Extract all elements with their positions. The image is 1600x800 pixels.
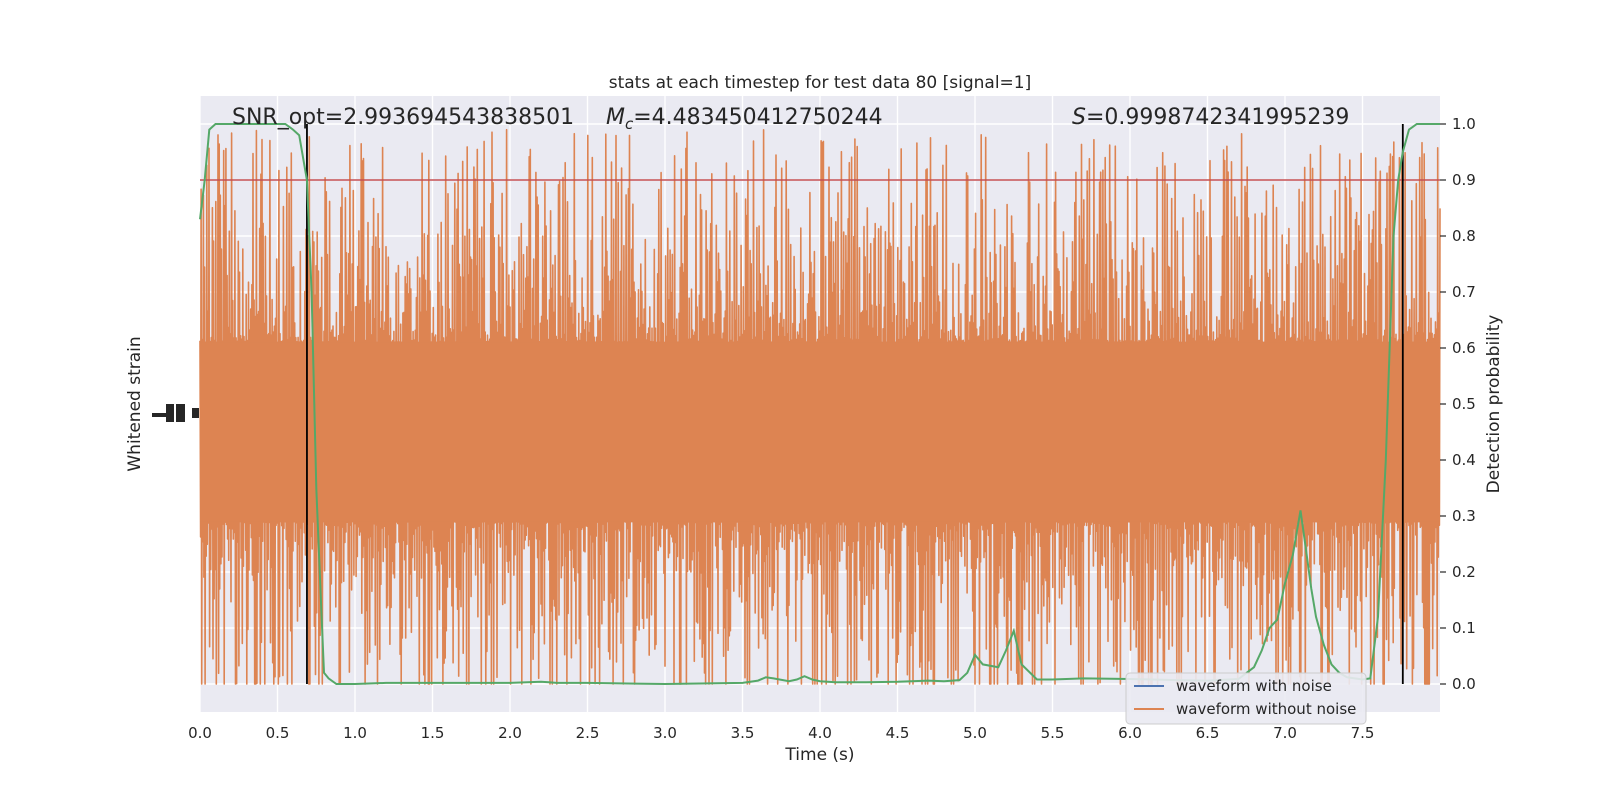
legend-box — [1125, 672, 1367, 725]
x-tick-label-15: 7.5 — [1351, 724, 1375, 742]
y-axis-label-left: Whitened strain — [125, 336, 145, 471]
x-tick-label-13: 6.5 — [1196, 724, 1220, 742]
legend-label-without-noise: waveform without noise — [1176, 700, 1356, 718]
x-tick-label-3: 1.5 — [421, 724, 445, 742]
y-tick-label-5: 0.5 — [1452, 395, 1476, 413]
x-tick-label-8: 4.0 — [808, 724, 832, 742]
strain-series — [199, 128, 1441, 685]
y-tick-label-6: 0.6 — [1452, 339, 1476, 357]
y-axis-label-right: Detection probability — [1484, 315, 1504, 494]
chart-title: stats at each timestep for test data 80 … — [609, 73, 1032, 93]
legend-label-with-noise: waveform with noise — [1176, 677, 1332, 695]
x-axis-label: Time (s) — [784, 745, 854, 765]
strain-core-band — [200, 342, 1440, 522]
x-tick-label-12: 6.0 — [1118, 724, 1142, 742]
x-ticks: 0.0 0.5 1.0 1.5 2.0 2.5 3.0 3.5 4.0 4.5 5.0 5.5 6.0 6… — [188, 724, 1374, 742]
vertical-lines — [306, 124, 1404, 684]
x-tick-label-2: 1.0 — [343, 724, 367, 742]
snr-annotation: SNR_opt=2.993694543838501 — [232, 105, 574, 130]
y-tick-label-9: 0.9 — [1452, 171, 1476, 189]
y-tick-label-4: 0.4 — [1452, 451, 1476, 469]
y-tick-label-8: 0.8 — [1452, 227, 1476, 245]
legend: waveform with noise waveform without noi… — [1125, 672, 1367, 725]
x-tick-label-11: 5.5 — [1041, 724, 1065, 742]
x-tick-label-1: 0.5 — [266, 724, 290, 742]
x-tick-label-10: 5.0 — [963, 724, 987, 742]
x-tick-label-4: 2.0 — [498, 724, 522, 742]
y-tick-label-1: 0.1 — [1452, 619, 1476, 637]
x-tick-label-9: 4.5 — [886, 724, 910, 742]
x-tick-label-7: 3.5 — [731, 724, 755, 742]
left-axis-overlap-marks — [152, 404, 199, 422]
y-tick-label-0: 0.0 — [1452, 675, 1476, 693]
x-tick-label-6: 3.0 — [653, 724, 677, 742]
y-tick-label-7: 0.7 — [1452, 283, 1476, 301]
x-tick-label-14: 7.0 — [1273, 724, 1297, 742]
y-tick-label-3: 0.3 — [1452, 507, 1476, 525]
y-tick-label-10: 1.0 — [1452, 115, 1476, 133]
x-tick-label-5: 2.5 — [576, 724, 600, 742]
y-tick-label-2: 0.2 — [1452, 563, 1476, 581]
x-tick-label-0: 0.0 — [188, 724, 212, 742]
y-ticks-right: 0.0 0.1 0.2 0.3 0.4 0.5 0.6 0.7 0.8 0.9 1.0 — [1440, 115, 1476, 693]
mc-annotation: Mc=4.483450412750244 — [606, 105, 883, 133]
s-annotation: S=0.9998742341995239 — [1072, 105, 1349, 130]
probability-line — [199, 123, 1440, 686]
